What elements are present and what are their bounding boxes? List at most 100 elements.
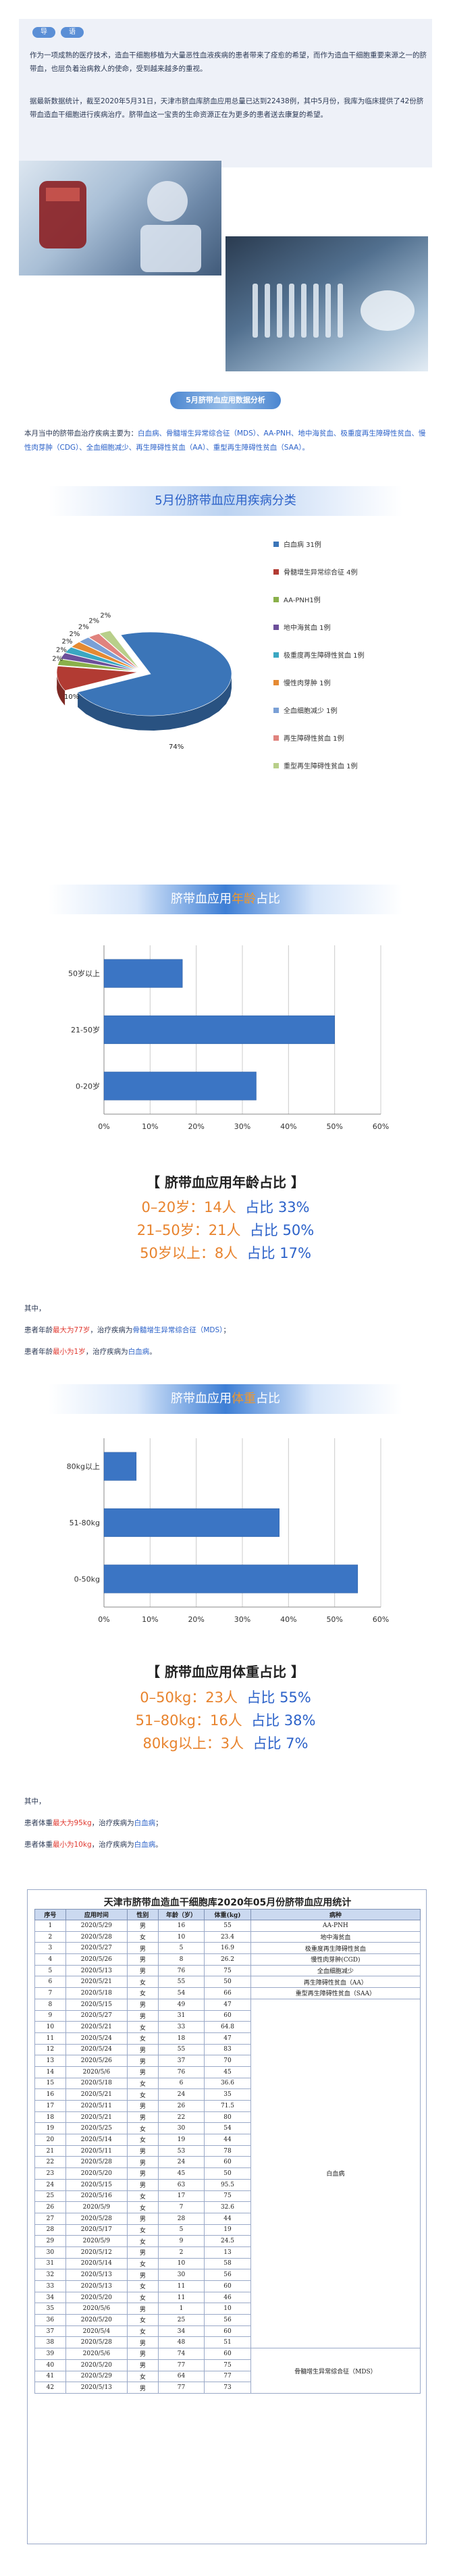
table-cell: 30	[157, 2269, 205, 2281]
table-cell: 2020/5/20	[65, 2291, 128, 2304]
table-cell: 35	[204, 2088, 251, 2101]
table-cell: 男	[127, 2336, 159, 2349]
table-row: 21 2020/5/11 男 53 78	[34, 2145, 421, 2157]
table-cell: 6	[34, 1976, 66, 1989]
table-cell: 2020/5/6	[65, 2303, 128, 2315]
table-cell: 10	[34, 2021, 66, 2033]
table-cell: 5	[157, 1942, 205, 1955]
table-row: 33 2020/5/13 女 11 60	[34, 2280, 421, 2292]
table-cell: 2020/5/11	[65, 2145, 128, 2157]
x-tick-label: 60%	[373, 1122, 389, 1131]
table-cell: 5	[157, 2224, 205, 2236]
table-cell: 78	[204, 2145, 251, 2157]
table-cell: 34	[157, 2325, 205, 2338]
table-row: 24 2020/5/15 男 63 95.5	[34, 2178, 421, 2191]
table-cell: 2020/5/16	[65, 2190, 128, 2203]
x-tick-label: 20%	[188, 1122, 204, 1131]
table-header-cell: 序号	[34, 1909, 66, 1920]
weight-note-max: 患者体重最大为95kg，治疗疾病为白血病；	[24, 1818, 429, 1828]
table-cell: 2020/5/9	[65, 2201, 128, 2213]
legend-swatch	[273, 569, 279, 575]
table-row: 4 2020/5/26 男 8 26.2 慢性肉芽肿(CGD)	[34, 1953, 421, 1966]
analysis-banner: 5月脐带血应用数据分析	[170, 392, 281, 409]
table-cell: 46	[204, 2291, 251, 2304]
note-text: 患者年龄	[24, 1348, 53, 1356]
weight-stat-row-2: 51–80kg：16人 占比 38%	[0, 1710, 451, 1730]
table-cell: 男	[127, 2055, 159, 2067]
table-cell: 11	[34, 2032, 66, 2045]
table-cell: 10	[157, 1930, 205, 1943]
table-row: 38 2020/5/28 男 48 51	[34, 2336, 421, 2349]
legend-swatch	[273, 735, 279, 741]
table-cell: 50	[204, 2167, 251, 2180]
table-cell: 2020/5/27	[65, 1942, 128, 1955]
table-cell: 18	[157, 2032, 205, 2045]
intro-paragraph-1: 作为一项成熟的医疗技术，造血干细胞移植为大量恶性血液疾病的患者带来了痊愈的希望，…	[30, 51, 427, 73]
age-bar-svg: 0% 10% 20% 30% 40% 50% 60% 0-20岁 21-50岁 50岁以上	[68, 945, 389, 1131]
table-row: 18 2020/5/21 男 22 80	[34, 2111, 421, 2124]
table-cell: 女	[127, 2122, 159, 2135]
table-cell: 男	[127, 1920, 159, 1932]
table-cell: 女	[127, 1987, 159, 1999]
table-cell: 男	[127, 1998, 159, 2011]
table-cell: 1	[157, 2303, 205, 2315]
table-cell: 47	[204, 2032, 251, 2045]
table-cell: 71.5	[204, 2100, 251, 2112]
table-row: 41 2020/5/29 女 64 77	[34, 2370, 421, 2383]
table-row: 2 2020/5/28 女 10 23.4 地中海贫血	[34, 1930, 421, 1943]
table-cell: 女	[127, 2280, 159, 2292]
table-cell: 2020/5/27	[65, 2009, 128, 2022]
table-cell: 38	[34, 2336, 66, 2349]
table-cell: 36	[34, 2314, 66, 2326]
pie-slice-全血细胞减少	[79, 637, 140, 671]
table-cell: 14	[34, 2066, 66, 2078]
table-cell: 2020/5/6	[65, 2348, 128, 2360]
table-cell: 2020/5/12	[65, 2246, 128, 2259]
table-cell: 26	[157, 2100, 205, 2112]
table-cell: 28	[157, 2212, 205, 2225]
table-cell: 2020/5/15	[65, 2178, 128, 2191]
age-stat-pct: 占比 50%	[249, 1222, 315, 1238]
x-tick-label: 40%	[280, 1122, 296, 1131]
table-cell: 18	[34, 2111, 66, 2124]
table-cell-disease-merged: 白血病	[250, 1998, 421, 2349]
table-cell: 24	[34, 2178, 66, 2191]
table-cell: 2020/5/13	[65, 2382, 128, 2394]
table-cell: 16	[34, 2088, 66, 2101]
table-row: 34 2020/5/20 女 11 46	[34, 2291, 421, 2304]
table-cell: 2020/5/15	[65, 1998, 128, 2011]
pie-slice-慢性肉芽肿	[71, 641, 139, 671]
table-cell: 女	[127, 2201, 159, 2213]
table-cell: 31	[34, 2257, 66, 2270]
table-cell: 2020/5/21	[65, 2111, 128, 2124]
table-cell: 女	[127, 2088, 159, 2101]
table-cell: 2020/5/20	[65, 2167, 128, 2180]
x-tick-label: 50%	[326, 1615, 342, 1624]
table-cell-disease: 再生障碍性贫血（AA）	[250, 1976, 421, 1989]
x-tick-label: 10%	[142, 1122, 158, 1131]
table-cell: 56	[204, 2314, 251, 2326]
table-cell: 41	[34, 2370, 66, 2383]
legend-label: 地中海贫血 1例	[284, 623, 331, 632]
table-cell: 37	[34, 2325, 66, 2338]
table-cell: 60	[204, 2156, 251, 2169]
weight-stat-row-1: 0–50kg：23人 占比 55%	[0, 1687, 451, 1707]
legend-swatch	[273, 625, 279, 630]
table-row: 16 2020/5/21 女 24 35	[34, 2088, 421, 2101]
legend-label: 慢性肉芽肿 1例	[284, 679, 331, 687]
table-cell: 33	[34, 2280, 66, 2292]
table-cell: 男	[127, 2167, 159, 2180]
age-stat-label: 0–20岁：14人	[141, 1199, 236, 1215]
x-tick-label: 30%	[234, 1615, 250, 1624]
table-row: 9 2020/5/27 男 31 60	[34, 2009, 421, 2022]
table-row: 11 2020/5/24 女 18 47	[34, 2032, 421, 2045]
table-header-cell: 年龄（岁）	[157, 1909, 205, 1920]
y-tick-label: 80kg以上	[67, 1463, 100, 1471]
note-text: 。	[149, 1348, 157, 1356]
table-cell: 13	[34, 2055, 66, 2067]
table-row: 42 2020/5/13 男 77 73	[34, 2382, 421, 2394]
age-stat-row-2: 21–50岁：21人 占比 50%	[0, 1219, 451, 1240]
weight-stats-title: 【 脐带血应用体重占比 】	[147, 1664, 304, 1680]
legend-swatch	[273, 597, 279, 602]
table-cell: 36.6	[204, 2077, 251, 2090]
